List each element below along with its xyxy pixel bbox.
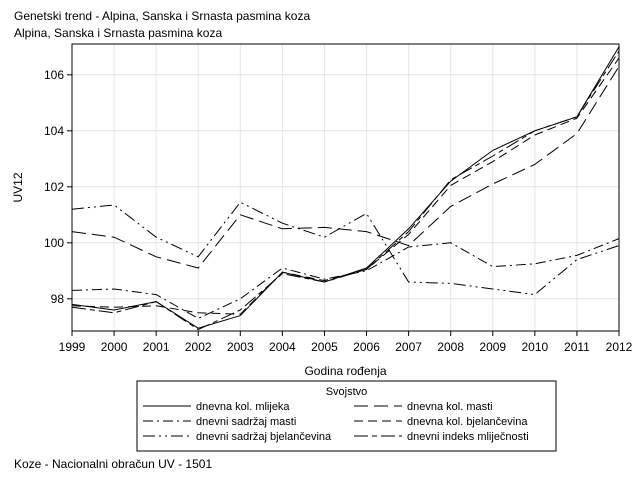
legend-entry-1: dnevna kol. mlijeka	[196, 401, 290, 413]
x-axis-label: Godina rođenja	[304, 364, 386, 378]
x-tick-label: 2012	[606, 340, 633, 354]
series-line-2	[71, 66, 620, 269]
x-tick-label: 2006	[353, 340, 380, 354]
y-tick-label: 106	[44, 68, 64, 82]
y-tick-label: 104	[44, 124, 64, 138]
series-line-4	[71, 57, 620, 315]
x-tick-label: 2004	[269, 340, 296, 354]
y-tick-label: 98	[51, 292, 65, 306]
x-tick-label: 2011	[564, 340, 590, 354]
x-tick-label: 2007	[395, 340, 422, 354]
series-line-5	[71, 201, 620, 296]
x-tick-label: 2009	[479, 340, 506, 354]
x-tick-label: 1999	[59, 340, 86, 354]
series-line-3	[71, 238, 620, 319]
chart-subtitle: Alpina, Sanska i Srnasta pasmina koza	[14, 26, 223, 40]
y-tick-label: 102	[44, 180, 64, 194]
legend-entry-4: dnevna kol. bjelančevina	[407, 416, 528, 428]
legend-entry-2: dnevna kol. masti	[407, 401, 493, 413]
x-tick-label: 2010	[521, 340, 548, 354]
x-tick-label: 2003	[227, 340, 254, 354]
x-tick-label: 2008	[437, 340, 464, 354]
chart-title: Genetski trend - Alpina, Sanska i Srnast…	[14, 9, 311, 23]
footnote: Koze - Nacionalni obračun UV - 1501	[14, 457, 213, 471]
series-line-1	[71, 46, 620, 329]
legend-entry-3: dnevni sadržaj masti	[196, 416, 296, 428]
x-tick-label: 2002	[185, 340, 212, 354]
x-tick-label: 2005	[311, 340, 338, 354]
plot-frame	[71, 43, 620, 332]
x-tick-label: 2001	[143, 340, 170, 354]
x-tick-label: 2000	[101, 340, 128, 354]
legend-box	[136, 380, 557, 452]
legend-entry-6: dnevni indeks mliječnosti	[407, 431, 529, 443]
y-tick-label: 100	[44, 236, 64, 250]
legend-title: Svojstvo	[326, 386, 368, 398]
legend-entry-5: dnevni sadržaj bjelančevina	[196, 431, 332, 443]
series-line-6	[71, 50, 620, 331]
y-axis-label: UV12	[11, 172, 25, 202]
